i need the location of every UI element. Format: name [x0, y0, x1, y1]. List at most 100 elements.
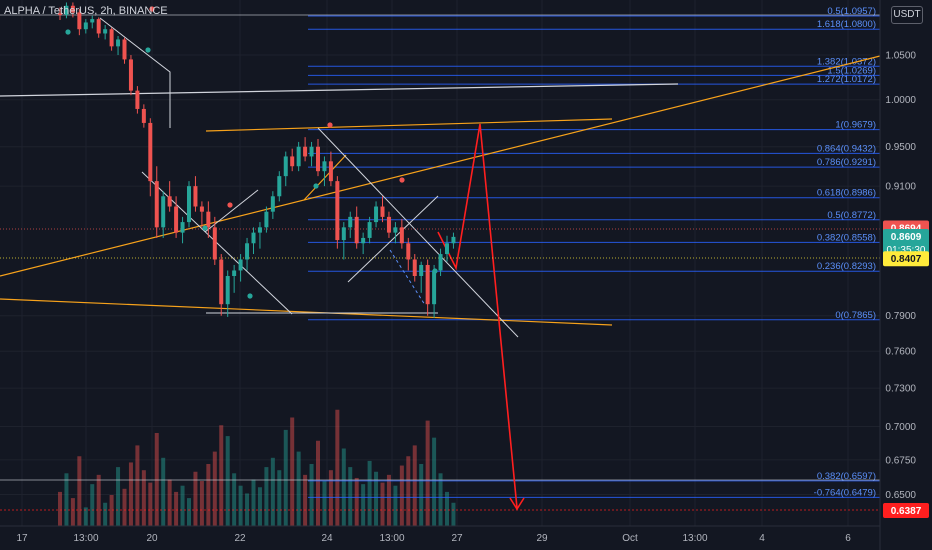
white-horizontal-line	[0, 83, 679, 97]
volume-bar	[245, 493, 250, 526]
x-tick-label: 20	[146, 533, 158, 544]
fib-label: 0.864(0.9432)	[817, 143, 876, 154]
volume-bar	[141, 470, 146, 526]
volume-bar	[251, 479, 256, 526]
volume-bar	[367, 460, 372, 526]
currency-badge[interactable]: USDT	[891, 6, 923, 24]
volume-bar	[148, 482, 153, 526]
candle-body	[83, 22, 88, 30]
candle-body	[90, 19, 95, 23]
fib-label: 1.382(1.0372)	[817, 56, 876, 67]
candle-body	[219, 259, 224, 305]
volume-bar	[257, 487, 262, 526]
candle-body	[399, 227, 404, 244]
x-tick-label: 17	[16, 533, 28, 544]
volume-bar	[296, 451, 301, 526]
fib-label: 0.5(1.0957)	[827, 6, 876, 17]
volume-bar	[238, 485, 243, 526]
blue-dashed-line	[389, 249, 426, 306]
price-tag	[883, 503, 929, 519]
volume-bar	[412, 445, 417, 526]
volume-bar	[419, 464, 424, 526]
symbol-title[interactable]: ALPHA / TetherUS, 2h, BINANCE	[4, 5, 168, 17]
signal-dot	[145, 47, 151, 53]
volume-bar	[90, 484, 95, 526]
candle-body	[380, 206, 385, 217]
volume-bar	[432, 437, 437, 526]
volume-bar	[206, 464, 211, 526]
price-tag-label: 0.8694	[891, 223, 922, 234]
candle-body	[161, 196, 166, 228]
candle-body	[296, 146, 301, 167]
candle-body	[70, 5, 75, 13]
volume-bar	[174, 491, 179, 526]
white-down-line	[141, 171, 293, 315]
trend-drawings	[0, 14, 881, 511]
volume-bar	[380, 482, 385, 526]
candle-body	[206, 211, 211, 228]
price-tag-label: 0.8609	[891, 232, 922, 243]
fib-label: 0.618(0.8986)	[817, 188, 876, 199]
volume-bar	[180, 485, 185, 526]
candle-body	[116, 39, 121, 47]
fib-label: 1.618(1.0800)	[817, 19, 876, 30]
candle-body	[328, 161, 333, 182]
volume-bar	[103, 502, 108, 526]
candle-body	[180, 222, 185, 233]
volume-bar	[232, 473, 237, 526]
candle-body	[77, 12, 82, 30]
candle-body	[432, 270, 437, 305]
signal-markers	[65, 6, 438, 299]
volume-bar	[354, 477, 359, 526]
candle-body	[238, 259, 243, 271]
volume-bar	[70, 498, 75, 526]
volume-bar	[167, 479, 172, 526]
candle-body	[128, 59, 133, 91]
volume-bar	[77, 456, 82, 526]
orange-support-line	[0, 298, 613, 326]
volume-bar	[277, 470, 282, 526]
volume-bar	[316, 440, 320, 526]
x-tick-label: 13:00	[73, 533, 98, 544]
volume-bar	[219, 425, 224, 526]
volume-bar	[135, 445, 140, 526]
candle-body	[141, 108, 146, 123]
volume-bar	[399, 465, 404, 526]
fib-label: 1.5(1.0269)	[827, 65, 876, 76]
fib-label: 0.236(0.8293)	[817, 261, 876, 272]
volume-bar	[116, 467, 121, 526]
fib-label: 0.382(0.6597)	[817, 471, 876, 482]
candle-body	[232, 270, 237, 277]
candlestick-series	[58, 2, 456, 319]
orange-short-line	[303, 154, 347, 201]
volume-bar	[109, 495, 114, 526]
candle-body	[225, 276, 230, 305]
y-tick-label: 0.9500	[885, 142, 916, 153]
y-tick-label: 0.7600	[885, 347, 916, 358]
volume-bar	[451, 502, 456, 526]
candle-body	[58, 13, 62, 15]
x-tick-label: 22	[234, 533, 246, 544]
volume-bar	[309, 464, 314, 526]
volume-bar	[270, 457, 275, 526]
y-tick-label: 1.0500	[885, 51, 916, 62]
candle-body	[122, 39, 127, 60]
volume-bar	[393, 485, 398, 526]
white-falling-line	[317, 127, 519, 338]
candle-body	[425, 264, 430, 305]
volume-bars	[58, 409, 456, 526]
candle-body	[199, 206, 204, 212]
x-tick-label: 29	[536, 533, 548, 544]
candle-body	[335, 181, 340, 241]
candle-body	[277, 176, 282, 197]
signal-dot	[399, 177, 405, 183]
volume-bar	[341, 448, 346, 526]
red-projection-arrowhead	[509, 497, 525, 511]
volume-bar	[264, 467, 269, 526]
volume-bar	[193, 471, 198, 526]
x-tick-label: 4	[759, 533, 765, 544]
volume-bar	[128, 462, 133, 526]
volume-bar	[96, 474, 101, 526]
